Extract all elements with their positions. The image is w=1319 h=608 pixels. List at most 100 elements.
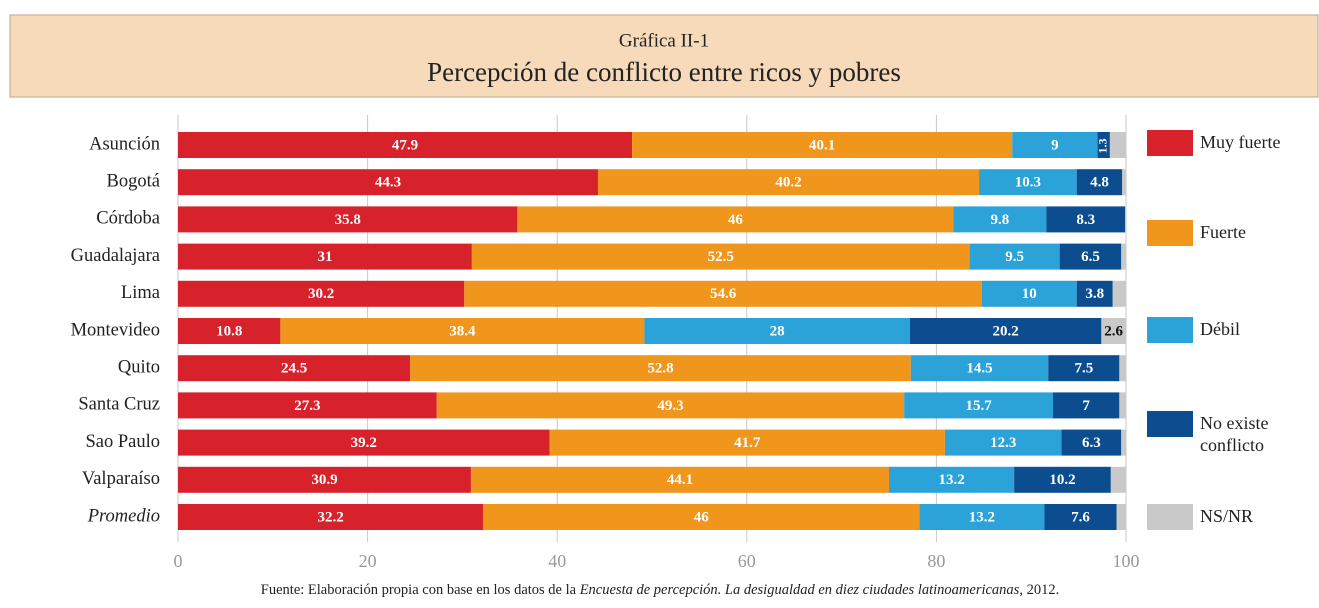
- data-label: 28: [770, 323, 785, 339]
- bar-segment: [632, 132, 1013, 158]
- bar-segment: [1122, 169, 1126, 196]
- y-tick-label: Promedio: [87, 506, 160, 526]
- bar-segment: [597, 169, 980, 196]
- data-label: 4.8: [1090, 175, 1109, 191]
- y-tick-label: Quito: [118, 357, 160, 377]
- data-label: 52.5: [708, 249, 734, 265]
- bar-segment: [1059, 243, 1122, 270]
- data-label: 44.3: [375, 175, 401, 191]
- data-label: 13.2: [938, 472, 964, 488]
- data-label: 49.3: [657, 398, 683, 414]
- bar-segment: [944, 429, 1062, 456]
- bar-segment: [1053, 392, 1120, 419]
- legend-label: No existe conflicto: [1200, 413, 1269, 455]
- y-tick-label: Santa Cruz: [78, 395, 160, 415]
- source-text: 2012.: [1023, 582, 1059, 598]
- bar-segment: [178, 169, 598, 196]
- legend-item: Muy fuerte: [1200, 132, 1281, 152]
- y-tick-label: Guadalajara: [71, 246, 160, 266]
- bar-segment: [969, 243, 1060, 270]
- legend-swatch: [1147, 130, 1193, 156]
- data-label: 46: [728, 212, 744, 228]
- bar-segment: [1097, 132, 1110, 158]
- bar-segment: [178, 206, 518, 233]
- data-label: 9: [1051, 137, 1059, 153]
- data-label: 41.7: [734, 435, 761, 451]
- bar-segment: [178, 504, 484, 530]
- bar-segment: [1012, 132, 1098, 158]
- bar-segment: [1044, 504, 1117, 530]
- data-label: 6.5: [1081, 249, 1100, 265]
- data-label: 7.5: [1074, 361, 1093, 377]
- data-label: 30.9: [311, 472, 337, 488]
- data-label: 52.8: [647, 361, 673, 377]
- data-label: 10: [1022, 286, 1037, 302]
- bar-segment: [1109, 132, 1126, 158]
- source-note: Fuente: Elaboración propia con base en l…: [261, 582, 1059, 598]
- data-label: 7.6: [1071, 509, 1090, 525]
- data-label: 10.3: [1015, 175, 1041, 191]
- data-label: 8.3: [1076, 212, 1095, 228]
- x-tick-label: 20: [359, 551, 377, 571]
- bar-segment: [1110, 466, 1126, 493]
- legend-label: Fuerte: [1200, 222, 1246, 242]
- legend-label: Muy fuerte: [1200, 132, 1281, 152]
- bar-segment: [464, 280, 982, 307]
- bar-segment: [178, 355, 411, 382]
- bar-segment: [1116, 504, 1126, 530]
- data-label: 7: [1082, 398, 1090, 414]
- bar-segment: [1046, 206, 1126, 233]
- header-box: [9, 14, 1319, 98]
- data-label: 27.3: [294, 398, 320, 414]
- bar-segment: [979, 169, 1077, 196]
- bar-segment: [280, 318, 645, 344]
- data-label: 30.2: [308, 286, 334, 302]
- bar-segment: [909, 318, 1102, 344]
- bar-segment: [1119, 355, 1126, 382]
- data-label: 32.2: [318, 509, 344, 525]
- x-tick-label: 0: [174, 551, 183, 571]
- data-label: 10.2: [1049, 472, 1075, 488]
- y-tick-label: Bogotá: [107, 171, 160, 191]
- legend-item: Débil: [1200, 319, 1240, 339]
- bar-segment: [471, 243, 970, 270]
- data-label: 10.8: [216, 323, 242, 339]
- data-label: 2.6: [1104, 323, 1123, 339]
- bar-segment: [1076, 169, 1123, 196]
- bar-segment: [178, 318, 281, 344]
- legend-label: Débil: [1200, 319, 1240, 339]
- y-tick-label: Lima: [121, 283, 160, 303]
- bar-segment: [904, 392, 1054, 419]
- bar-segment: [178, 429, 550, 456]
- bar-segment: [1121, 243, 1126, 270]
- bar-segment: [178, 243, 472, 270]
- data-label: 14.5: [966, 361, 992, 377]
- chart-title: Percepción de conflicto entre ricos y po…: [427, 57, 901, 87]
- bar-segment: [410, 355, 911, 382]
- data-label: 40.2: [775, 175, 801, 191]
- bar-segment: [1112, 280, 1126, 307]
- bar-segment: [1101, 318, 1126, 344]
- data-label: 44.1: [667, 472, 693, 488]
- source-title: Encuesta de percepción. La desigualdad e…: [579, 582, 1023, 598]
- bar-segment: [1048, 355, 1120, 382]
- x-tick-label: 60: [738, 551, 756, 571]
- data-label: 47.9: [392, 137, 418, 153]
- y-tick-label: Valparaíso: [82, 469, 160, 489]
- bar-segment: [178, 132, 633, 158]
- figure-label: Gráfica II-1: [619, 30, 709, 51]
- y-tick-label: Córdoba: [96, 209, 160, 229]
- data-label: 40.1: [809, 137, 835, 153]
- legend-item: Fuerte: [1200, 222, 1246, 242]
- y-tick-label: Asunción: [89, 134, 160, 154]
- data-label: 15.7: [965, 398, 992, 414]
- legend-item: NS/NR: [1200, 506, 1253, 526]
- legend-item: No existe conflicto: [1200, 413, 1269, 455]
- x-tick-label: 80: [927, 551, 945, 571]
- data-label: 1.3: [1095, 139, 1109, 154]
- bar-segment: [178, 280, 465, 307]
- bar-segment: [889, 466, 1015, 493]
- y-tick-label: Sao Paulo: [85, 432, 160, 452]
- legend-swatch: [1147, 220, 1193, 246]
